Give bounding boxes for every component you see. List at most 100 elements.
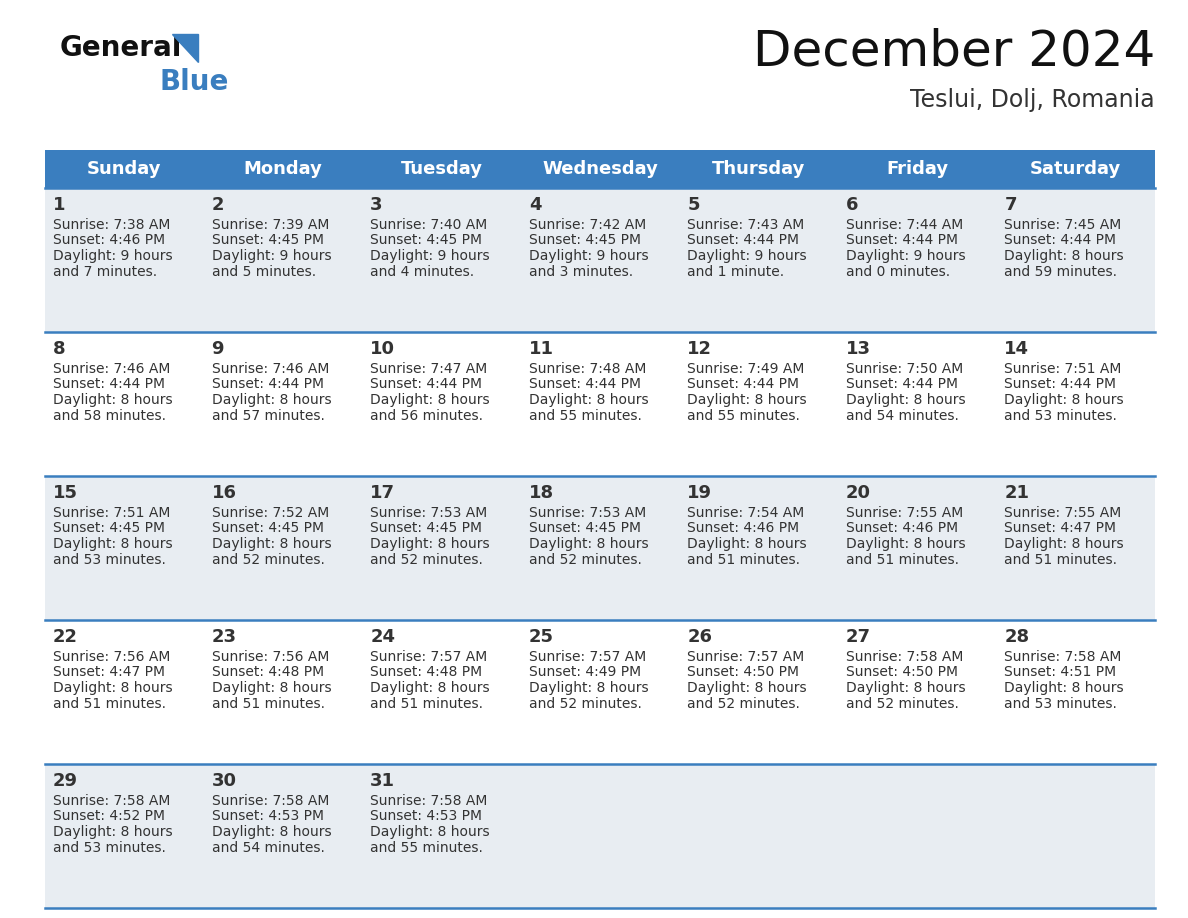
Text: 21: 21 bbox=[1004, 484, 1030, 502]
Text: and 52 minutes.: and 52 minutes. bbox=[371, 553, 484, 566]
Text: Daylight: 8 hours: Daylight: 8 hours bbox=[846, 537, 966, 551]
Text: and 55 minutes.: and 55 minutes. bbox=[688, 409, 801, 422]
Text: and 57 minutes.: and 57 minutes. bbox=[211, 409, 324, 422]
Text: 9: 9 bbox=[211, 340, 225, 358]
Text: and 0 minutes.: and 0 minutes. bbox=[846, 264, 950, 278]
Text: Daylight: 8 hours: Daylight: 8 hours bbox=[1004, 537, 1124, 551]
Text: 16: 16 bbox=[211, 484, 236, 502]
Text: Daylight: 8 hours: Daylight: 8 hours bbox=[371, 537, 489, 551]
Text: Sunrise: 7:57 AM: Sunrise: 7:57 AM bbox=[529, 650, 646, 664]
Text: General: General bbox=[61, 34, 183, 62]
Text: 3: 3 bbox=[371, 196, 383, 214]
Text: Friday: Friday bbox=[886, 160, 948, 178]
Text: 15: 15 bbox=[53, 484, 78, 502]
Bar bbox=[45, 188, 1155, 332]
Text: Daylight: 8 hours: Daylight: 8 hours bbox=[211, 393, 331, 407]
Text: 28: 28 bbox=[1004, 628, 1030, 646]
Text: and 54 minutes.: and 54 minutes. bbox=[211, 841, 324, 855]
Text: 24: 24 bbox=[371, 628, 396, 646]
Text: Blue: Blue bbox=[160, 68, 229, 96]
Text: Daylight: 8 hours: Daylight: 8 hours bbox=[53, 681, 172, 695]
Text: and 52 minutes.: and 52 minutes. bbox=[688, 697, 801, 711]
Text: Sunset: 4:50 PM: Sunset: 4:50 PM bbox=[688, 666, 800, 679]
Text: 12: 12 bbox=[688, 340, 713, 358]
Text: Sunrise: 7:52 AM: Sunrise: 7:52 AM bbox=[211, 506, 329, 520]
Text: Sunrise: 7:58 AM: Sunrise: 7:58 AM bbox=[53, 794, 170, 808]
Text: Sunrise: 7:58 AM: Sunrise: 7:58 AM bbox=[371, 794, 487, 808]
Text: Sunset: 4:44 PM: Sunset: 4:44 PM bbox=[688, 377, 800, 391]
Text: Sunrise: 7:51 AM: Sunrise: 7:51 AM bbox=[53, 506, 170, 520]
Text: and 5 minutes.: and 5 minutes. bbox=[211, 264, 316, 278]
Text: and 53 minutes.: and 53 minutes. bbox=[1004, 409, 1117, 422]
Text: and 59 minutes.: and 59 minutes. bbox=[1004, 264, 1118, 278]
Text: Daylight: 9 hours: Daylight: 9 hours bbox=[846, 249, 966, 263]
Text: Sunday: Sunday bbox=[87, 160, 162, 178]
Text: 11: 11 bbox=[529, 340, 554, 358]
Text: Daylight: 9 hours: Daylight: 9 hours bbox=[529, 249, 649, 263]
Text: 2: 2 bbox=[211, 196, 225, 214]
Text: Sunset: 4:44 PM: Sunset: 4:44 PM bbox=[688, 233, 800, 248]
Text: 23: 23 bbox=[211, 628, 236, 646]
Text: 8: 8 bbox=[53, 340, 65, 358]
Text: and 52 minutes.: and 52 minutes. bbox=[529, 697, 642, 711]
Text: Sunrise: 7:58 AM: Sunrise: 7:58 AM bbox=[1004, 650, 1121, 664]
Text: Daylight: 8 hours: Daylight: 8 hours bbox=[53, 825, 172, 839]
Text: and 4 minutes.: and 4 minutes. bbox=[371, 264, 474, 278]
Text: 18: 18 bbox=[529, 484, 554, 502]
Text: Sunset: 4:45 PM: Sunset: 4:45 PM bbox=[211, 233, 323, 248]
Text: and 56 minutes.: and 56 minutes. bbox=[371, 409, 484, 422]
Text: Sunset: 4:44 PM: Sunset: 4:44 PM bbox=[846, 233, 958, 248]
Text: Sunrise: 7:58 AM: Sunrise: 7:58 AM bbox=[211, 794, 329, 808]
Polygon shape bbox=[172, 34, 198, 62]
Text: Sunrise: 7:46 AM: Sunrise: 7:46 AM bbox=[53, 362, 170, 376]
Text: 30: 30 bbox=[211, 772, 236, 790]
Text: 17: 17 bbox=[371, 484, 396, 502]
Text: Sunrise: 7:38 AM: Sunrise: 7:38 AM bbox=[53, 218, 170, 232]
Bar bbox=[45, 332, 1155, 476]
Text: 29: 29 bbox=[53, 772, 78, 790]
Text: Sunset: 4:44 PM: Sunset: 4:44 PM bbox=[53, 377, 165, 391]
Text: and 51 minutes.: and 51 minutes. bbox=[53, 697, 166, 711]
Bar bbox=[45, 764, 1155, 908]
Text: and 51 minutes.: and 51 minutes. bbox=[1004, 553, 1118, 566]
Text: 7: 7 bbox=[1004, 196, 1017, 214]
Text: Daylight: 8 hours: Daylight: 8 hours bbox=[688, 393, 807, 407]
Text: Sunrise: 7:49 AM: Sunrise: 7:49 AM bbox=[688, 362, 804, 376]
Text: 5: 5 bbox=[688, 196, 700, 214]
Text: Sunrise: 7:56 AM: Sunrise: 7:56 AM bbox=[211, 650, 329, 664]
Text: Sunrise: 7:53 AM: Sunrise: 7:53 AM bbox=[371, 506, 487, 520]
Text: Sunset: 4:44 PM: Sunset: 4:44 PM bbox=[846, 377, 958, 391]
Text: Sunset: 4:44 PM: Sunset: 4:44 PM bbox=[1004, 377, 1117, 391]
Text: Sunrise: 7:57 AM: Sunrise: 7:57 AM bbox=[371, 650, 487, 664]
Bar bbox=[45, 150, 203, 188]
Text: Wednesday: Wednesday bbox=[542, 160, 658, 178]
Text: and 7 minutes.: and 7 minutes. bbox=[53, 264, 157, 278]
Text: Daylight: 9 hours: Daylight: 9 hours bbox=[688, 249, 807, 263]
Text: Sunset: 4:53 PM: Sunset: 4:53 PM bbox=[211, 810, 323, 823]
Text: Sunrise: 7:58 AM: Sunrise: 7:58 AM bbox=[846, 650, 963, 664]
Text: Sunrise: 7:39 AM: Sunrise: 7:39 AM bbox=[211, 218, 329, 232]
Text: Daylight: 8 hours: Daylight: 8 hours bbox=[529, 681, 649, 695]
Bar bbox=[45, 476, 1155, 620]
Text: Sunrise: 7:51 AM: Sunrise: 7:51 AM bbox=[1004, 362, 1121, 376]
Text: Daylight: 8 hours: Daylight: 8 hours bbox=[529, 393, 649, 407]
Text: Daylight: 8 hours: Daylight: 8 hours bbox=[1004, 249, 1124, 263]
Text: Daylight: 8 hours: Daylight: 8 hours bbox=[688, 537, 807, 551]
Text: Sunset: 4:46 PM: Sunset: 4:46 PM bbox=[846, 521, 958, 535]
Text: Sunset: 4:46 PM: Sunset: 4:46 PM bbox=[688, 521, 800, 535]
Text: and 55 minutes.: and 55 minutes. bbox=[371, 841, 484, 855]
Text: December 2024: December 2024 bbox=[753, 28, 1155, 76]
Text: Sunset: 4:47 PM: Sunset: 4:47 PM bbox=[53, 666, 165, 679]
Text: 25: 25 bbox=[529, 628, 554, 646]
Text: Sunset: 4:48 PM: Sunset: 4:48 PM bbox=[211, 666, 323, 679]
Text: Sunrise: 7:55 AM: Sunrise: 7:55 AM bbox=[1004, 506, 1121, 520]
Text: Sunrise: 7:48 AM: Sunrise: 7:48 AM bbox=[529, 362, 646, 376]
Text: Daylight: 8 hours: Daylight: 8 hours bbox=[53, 393, 172, 407]
Text: 13: 13 bbox=[846, 340, 871, 358]
Text: Daylight: 8 hours: Daylight: 8 hours bbox=[846, 393, 966, 407]
Text: Sunset: 4:50 PM: Sunset: 4:50 PM bbox=[846, 666, 958, 679]
Text: Sunset: 4:53 PM: Sunset: 4:53 PM bbox=[371, 810, 482, 823]
Text: Daylight: 8 hours: Daylight: 8 hours bbox=[371, 825, 489, 839]
Text: 26: 26 bbox=[688, 628, 713, 646]
Text: Teslui, Dolj, Romania: Teslui, Dolj, Romania bbox=[910, 88, 1155, 112]
